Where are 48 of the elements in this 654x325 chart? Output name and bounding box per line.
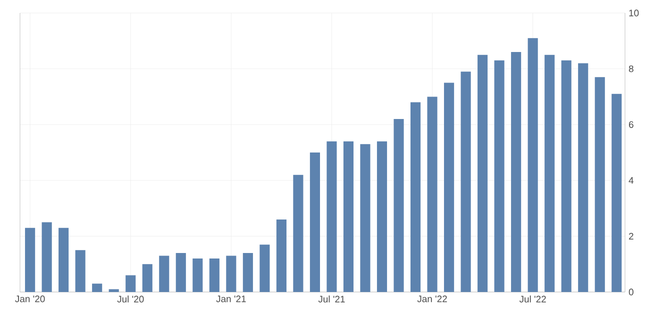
bar: [310, 152, 320, 292]
bar: [511, 52, 522, 292]
bar: [176, 252, 186, 292]
bar: [25, 228, 36, 292]
bar: [126, 275, 136, 292]
bar: [343, 141, 354, 292]
bar: [75, 250, 86, 292]
bar: [444, 82, 454, 292]
y-tick-label: 8: [628, 65, 634, 72]
bar: [142, 264, 152, 292]
bar: [544, 54, 555, 292]
bar: [42, 222, 52, 292]
bar: [410, 102, 421, 292]
bar: [528, 38, 538, 292]
x-tick-label: Jan '21: [216, 296, 246, 302]
y-tick-label: 10: [629, 10, 639, 16]
bar: [293, 174, 304, 292]
x-tick-label: Jul '20: [117, 296, 144, 302]
bar: [578, 63, 588, 292]
bar: [612, 94, 622, 292]
bar: [326, 141, 337, 292]
bar: [360, 144, 370, 292]
bar: [108, 289, 119, 292]
bar: [192, 258, 203, 292]
bar: [494, 60, 504, 292]
bar: [242, 252, 253, 292]
bar: [594, 77, 605, 292]
y-tick-label: 0: [628, 288, 634, 296]
bar: [478, 54, 488, 292]
x-tick-label: Jul '21: [318, 296, 345, 302]
bar: [460, 72, 471, 292]
y-tick-label: 4: [628, 177, 634, 184]
x-tick-label: Jan '20: [15, 296, 45, 302]
bar: [427, 96, 438, 292]
bar: [209, 258, 220, 292]
bar: [561, 60, 572, 292]
bar: [159, 256, 170, 292]
bar: [260, 244, 270, 292]
bar: [394, 119, 404, 292]
bar: [276, 219, 286, 292]
bar: [226, 256, 236, 292]
bar: [376, 141, 388, 292]
bar: [58, 228, 69, 292]
y-tick-label: 6: [629, 121, 634, 128]
y-tick-label: 2: [629, 232, 634, 240]
bar: [92, 284, 102, 292]
x-tick-label: Jul '22: [519, 296, 546, 302]
x-tick-label: Jan '22: [417, 296, 447, 302]
